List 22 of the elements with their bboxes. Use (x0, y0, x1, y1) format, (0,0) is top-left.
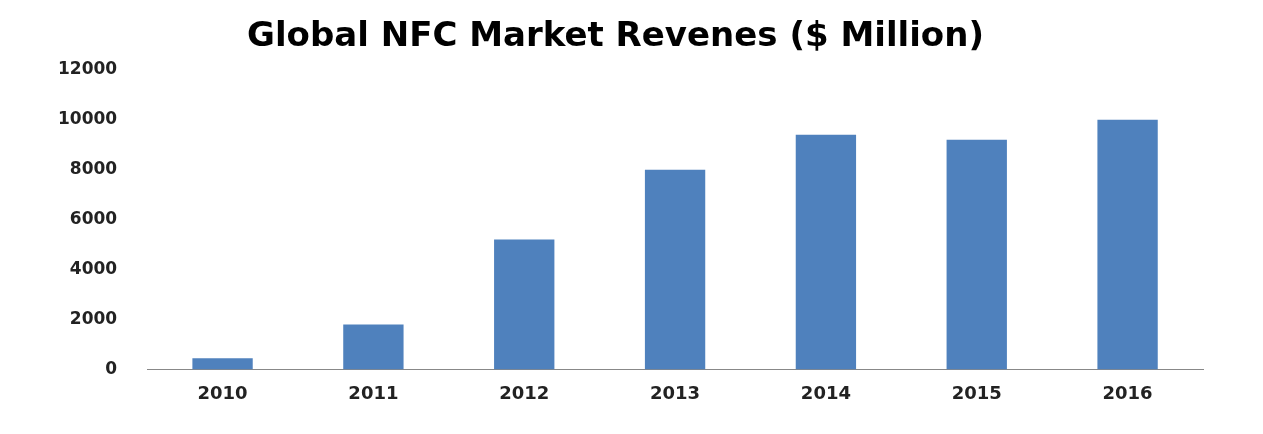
x-tick-label: 2012 (499, 381, 550, 403)
chart-title: Global NFC Market Revenes ($ Million) (247, 14, 984, 55)
bar (494, 239, 555, 370)
y-tick-label: 12000 (57, 58, 118, 79)
y-tick-label: 4000 (69, 257, 118, 278)
x-tick-label: 2014 (800, 381, 851, 403)
y-tick-label: 0 (105, 357, 118, 378)
x-tick-label: 2015 (951, 381, 1002, 403)
bar (343, 324, 404, 370)
x-tick-label: 2016 (1102, 381, 1153, 403)
y-tick-label: 10000 (57, 108, 118, 129)
x-tick-label: 2013 (650, 381, 701, 403)
y-tick-label: 2000 (69, 307, 118, 328)
bar (946, 139, 1007, 370)
bar (795, 134, 857, 370)
x-tick-label: 2010 (197, 381, 248, 403)
bar (644, 169, 706, 370)
y-tick-label: 8000 (69, 158, 118, 179)
bar (1097, 119, 1158, 370)
x-tick-label: 2011 (348, 381, 399, 403)
bar (192, 358, 253, 370)
y-tick-label: 6000 (69, 208, 118, 229)
